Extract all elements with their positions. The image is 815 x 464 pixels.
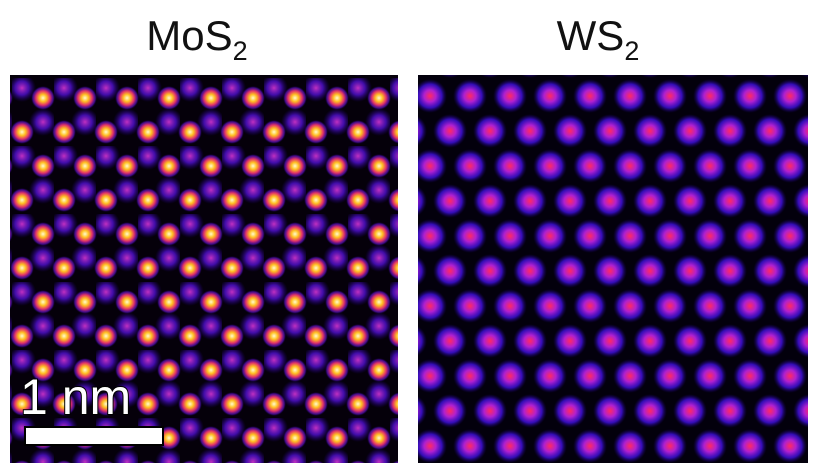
panel-title: MoS2 <box>146 12 247 66</box>
panel-title: WS2 <box>557 12 640 66</box>
scale-bar <box>25 427 163 445</box>
figure: MoS2 WS2 1 nm <box>0 0 815 464</box>
scale-bar-label: 1 nm <box>20 369 131 425</box>
ws2-image <box>418 75 808 463</box>
